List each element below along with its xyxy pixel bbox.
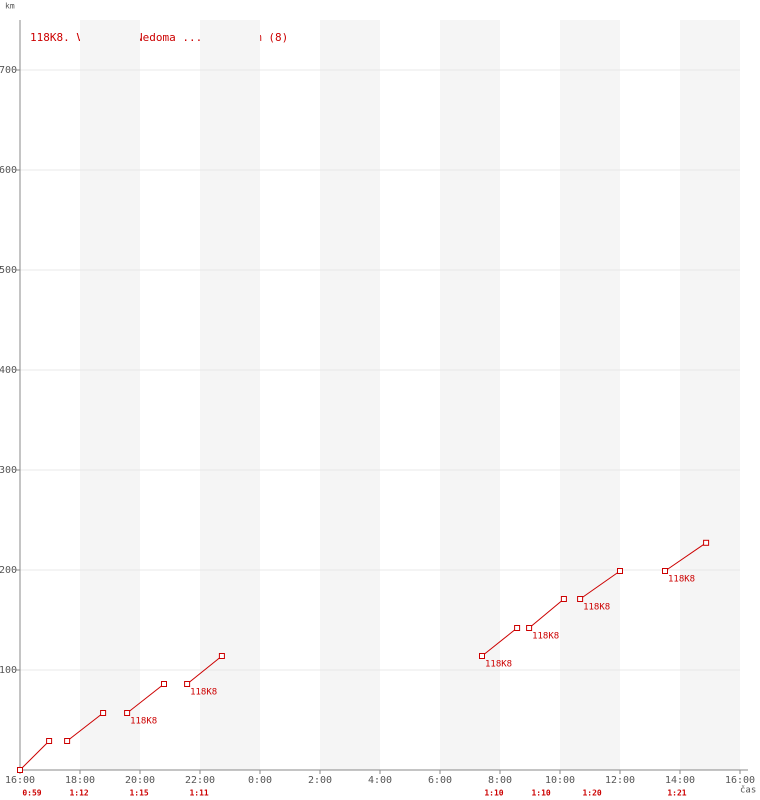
point xyxy=(218,653,225,659)
duration-label: 0:59 xyxy=(22,789,41,798)
y-tick-label: 300 xyxy=(0,465,17,476)
duration-label: 1:12 xyxy=(69,789,88,798)
x-tick-label: 8:00 xyxy=(488,775,512,786)
stripe xyxy=(680,20,740,770)
x-tick-label: 14:00 xyxy=(665,775,695,786)
y-tick-label: 700 xyxy=(0,65,17,76)
y-axis-label: km xyxy=(5,2,15,11)
x-tick-label: 22:00 xyxy=(185,775,215,786)
point xyxy=(662,568,668,574)
segment-line xyxy=(528,598,565,629)
point xyxy=(526,625,533,631)
segment-line xyxy=(19,740,50,771)
stripe xyxy=(200,20,260,770)
point xyxy=(577,596,584,602)
x-tick-label: 16:00 xyxy=(725,775,755,786)
stripe xyxy=(320,20,380,770)
duration-label: 1:10 xyxy=(531,789,550,798)
x-tick-label: 20:00 xyxy=(125,775,155,786)
duration-label: 1:11 xyxy=(189,789,208,798)
y-tick-label: 400 xyxy=(0,365,17,376)
segment-line xyxy=(186,655,223,685)
duration-label: 1:20 xyxy=(582,789,601,798)
x-axis-label: čas xyxy=(740,785,756,796)
point-label: 118K8 xyxy=(668,575,695,585)
duration-label: 1:21 xyxy=(667,789,686,798)
point-label: 118K8 xyxy=(190,688,217,698)
x-tick-label: 4:00 xyxy=(368,775,392,786)
y-tick-label: 200 xyxy=(0,565,17,576)
point xyxy=(479,653,485,659)
point xyxy=(617,568,623,574)
point xyxy=(124,710,131,716)
segment-line xyxy=(664,542,707,572)
x-tick-label: 10:00 xyxy=(545,775,575,786)
point xyxy=(514,625,521,631)
point xyxy=(560,596,567,602)
point xyxy=(46,738,53,744)
x-tick-label: 2:00 xyxy=(308,775,332,786)
point-label: 118K8 xyxy=(532,632,559,642)
y-tick-label: 600 xyxy=(0,165,17,176)
stripe xyxy=(80,20,140,770)
y-tick-label: 100 xyxy=(0,665,17,676)
x-tick-label: 6:00 xyxy=(428,775,452,786)
y-tick-label: 500 xyxy=(0,265,17,276)
point xyxy=(703,539,710,546)
duration-label: 1:15 xyxy=(129,789,148,798)
point xyxy=(100,710,107,716)
point-label: 118K8 xyxy=(485,660,512,670)
x-tick-label: 12:00 xyxy=(605,775,635,786)
x-tick-label: 16:00 xyxy=(5,775,35,786)
duration-label: 1:10 xyxy=(484,789,503,798)
point-label: 118K8 xyxy=(130,717,157,727)
segment-line xyxy=(579,570,621,600)
x-tick-label: 0:00 xyxy=(248,775,272,786)
stripe xyxy=(440,20,500,770)
point xyxy=(64,738,71,744)
point xyxy=(184,681,191,687)
point-label: 118K8 xyxy=(583,603,610,613)
segment-line xyxy=(66,712,104,742)
point xyxy=(161,681,167,687)
x-tick-label: 18:00 xyxy=(65,775,95,786)
stripe xyxy=(560,20,620,770)
point xyxy=(17,767,23,773)
segment-line xyxy=(126,683,165,714)
segment-line xyxy=(481,627,518,657)
